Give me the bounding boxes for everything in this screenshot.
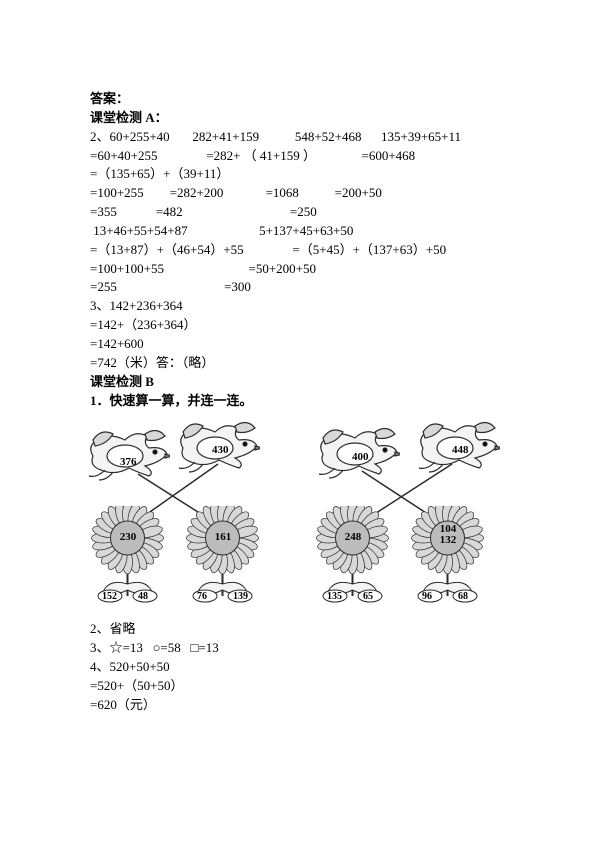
calc-line: =520+（50+50） bbox=[90, 677, 505, 696]
calc-line: =100+100+55 =50+200+50 bbox=[90, 260, 505, 279]
bird-icon bbox=[85, 426, 170, 481]
calc-line: =142+600 bbox=[90, 335, 505, 354]
calc-line: =355 =482 =250 bbox=[90, 203, 505, 222]
calc-line: 3、☆=13 ○=58 □=13 bbox=[90, 639, 505, 658]
calc-line: 4、520+50+50 bbox=[90, 658, 505, 677]
bird-value: 376 bbox=[120, 456, 137, 468]
calc-line: =100+255 =282+200 =1068 =200+50 bbox=[90, 184, 505, 203]
flower-right-value: 139 bbox=[233, 591, 248, 602]
section-b-body: 2、省略3、☆=13 ○=58 □=134、520+50+50=520+（50+… bbox=[90, 620, 505, 714]
flower-left-value: 152 bbox=[102, 591, 117, 602]
calc-line: =742（米）答：（略） bbox=[90, 354, 505, 373]
answers-title: 答案： bbox=[90, 90, 505, 109]
calc-line: =（13+87）+（46+54）+55 =（5+45）+（137+63）+50 bbox=[90, 241, 505, 260]
flower-center-value: 230 bbox=[113, 532, 143, 543]
bird-value: 448 bbox=[452, 444, 469, 456]
calc-line: =142+（236+364） bbox=[90, 316, 505, 335]
question-1: 1．快速算一算，并连一连。 bbox=[90, 392, 505, 411]
match-illustration: 376 430 400 bbox=[60, 416, 515, 606]
calc-line: =（135+65）+（39+11） bbox=[90, 165, 505, 184]
section-a-body: 2、60+255+40 282+41+159 548+52+468 135+39… bbox=[90, 128, 505, 373]
section-a-heading: 课堂检测 A： bbox=[90, 109, 505, 128]
section-b-heading: 课堂检测 B bbox=[90, 373, 505, 392]
flower-left-value: 76 bbox=[197, 591, 207, 602]
bird-value: 400 bbox=[352, 451, 369, 463]
flower-center-value: 161 bbox=[208, 532, 238, 543]
flower-center-value: 104132 bbox=[433, 524, 463, 546]
calc-line: =60+40+255 =282+ （ 41+159 ） =600+468 bbox=[90, 147, 505, 166]
bird-value: 430 bbox=[212, 444, 229, 456]
calc-line: 3、142+236+364 bbox=[90, 297, 505, 316]
flower-left-value: 135 bbox=[327, 591, 342, 602]
flower-right-value: 68 bbox=[458, 591, 468, 602]
flower-left-value: 96 bbox=[422, 591, 432, 602]
calc-line: 2、省略 bbox=[90, 620, 505, 639]
flower-right-value: 65 bbox=[363, 591, 373, 602]
calc-line: =255 =300 bbox=[90, 278, 505, 297]
calc-line: =620（元） bbox=[90, 696, 505, 715]
flower-center-value: 248 bbox=[338, 532, 368, 543]
calc-line: 13+46+55+54+87 5+137+45+63+50 bbox=[90, 222, 505, 241]
flower-right-value: 48 bbox=[138, 591, 148, 602]
calc-line: 2、60+255+40 282+41+159 548+52+468 135+39… bbox=[90, 128, 505, 147]
